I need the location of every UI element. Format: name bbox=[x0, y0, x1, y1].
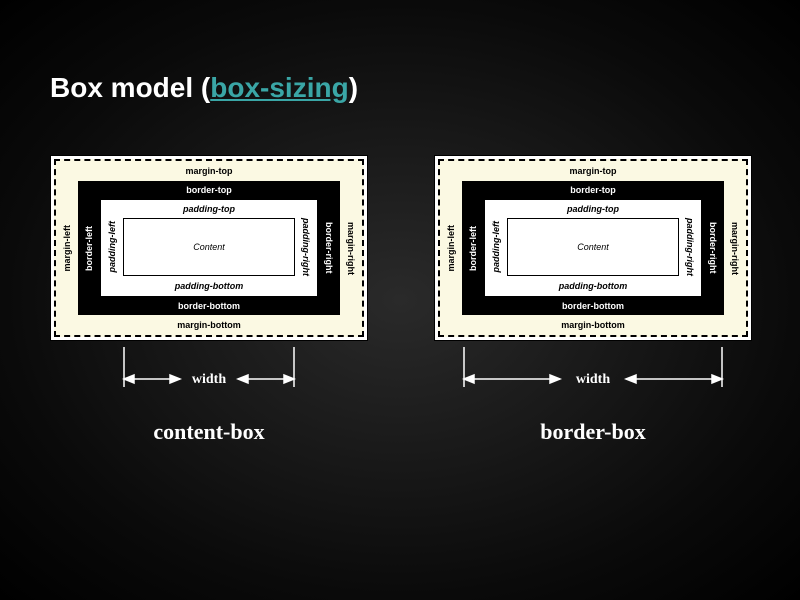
padding-layer: padding-top padding-left Content padding… bbox=[484, 199, 702, 297]
border-right-label: border-right bbox=[702, 199, 724, 297]
margin-top-label: margin-top bbox=[56, 161, 362, 181]
margin-bottom-label: margin-bottom bbox=[440, 315, 746, 335]
width-indicator: width bbox=[50, 347, 368, 397]
border-left-label: border-left bbox=[462, 199, 484, 297]
slide-title: Box model (box-sizing) bbox=[50, 72, 358, 104]
padding-top-label: padding-top bbox=[101, 200, 317, 218]
box-sizing-link[interactable]: box-sizing bbox=[210, 72, 348, 103]
title-suffix: ) bbox=[349, 72, 358, 103]
content-label: Content bbox=[123, 218, 295, 276]
padding-right-label: padding-right bbox=[295, 218, 317, 276]
content-label: Content bbox=[507, 218, 679, 276]
border-left-label: border-left bbox=[78, 199, 100, 297]
panel-caption: border-box bbox=[540, 419, 646, 445]
margin-right-label: margin-right bbox=[340, 181, 362, 315]
padding-right-label: padding-right bbox=[679, 218, 701, 276]
padding-layer: padding-top padding-left Content padding… bbox=[100, 199, 318, 297]
margin-layer: margin-top margin-left border-top border… bbox=[438, 159, 748, 337]
margin-bottom-label: margin-bottom bbox=[56, 315, 362, 335]
width-label: width bbox=[192, 372, 226, 387]
width-arrow-svg: width bbox=[434, 347, 752, 397]
width-label: width bbox=[576, 372, 610, 387]
padding-bottom-label: padding-bottom bbox=[101, 276, 317, 296]
panel-border-box: margin-top margin-left border-top border… bbox=[434, 155, 752, 445]
border-right-label: border-right bbox=[318, 199, 340, 297]
border-top-label: border-top bbox=[78, 181, 340, 199]
box-model-diagram: margin-top margin-left border-top border… bbox=[434, 155, 752, 341]
margin-right-label: margin-right bbox=[724, 181, 746, 315]
width-indicator: width bbox=[434, 347, 752, 397]
margin-left-label: margin-left bbox=[440, 181, 462, 315]
panel-caption: content-box bbox=[153, 419, 264, 445]
border-bottom-label: border-bottom bbox=[462, 297, 724, 315]
margin-top-label: margin-top bbox=[440, 161, 746, 181]
padding-left-label: padding-left bbox=[485, 218, 507, 276]
border-layer: border-top border-left padding-top paddi… bbox=[462, 181, 724, 315]
border-layer: border-top border-left padding-top paddi… bbox=[78, 181, 340, 315]
width-arrow-svg: width bbox=[50, 347, 368, 397]
margin-left-label: margin-left bbox=[56, 181, 78, 315]
box-model-diagram: margin-top margin-left border-top border… bbox=[50, 155, 368, 341]
border-bottom-label: border-bottom bbox=[78, 297, 340, 315]
margin-layer: margin-top margin-left border-top border… bbox=[54, 159, 364, 337]
padding-top-label: padding-top bbox=[485, 200, 701, 218]
border-top-label: border-top bbox=[462, 181, 724, 199]
padding-bottom-label: padding-bottom bbox=[485, 276, 701, 296]
panel-content-box: margin-top margin-left border-top border… bbox=[50, 155, 368, 445]
padding-left-label: padding-left bbox=[101, 218, 123, 276]
title-prefix: Box model ( bbox=[50, 72, 210, 103]
panels-row: margin-top margin-left border-top border… bbox=[50, 155, 750, 445]
